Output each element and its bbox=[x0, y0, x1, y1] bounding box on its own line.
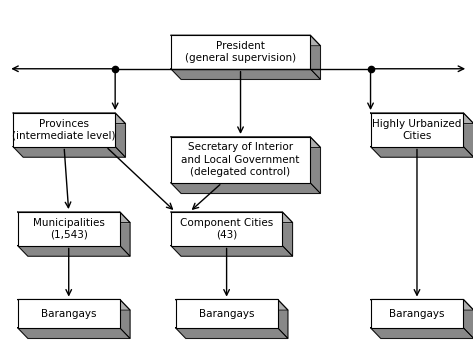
Bar bbox=[13, 113, 115, 147]
Polygon shape bbox=[171, 35, 320, 46]
Text: Barangays: Barangays bbox=[389, 308, 445, 319]
Polygon shape bbox=[171, 137, 320, 147]
Text: Secretary of Interior
and Local Government
(delegated control): Secretary of Interior and Local Governme… bbox=[182, 142, 300, 177]
Polygon shape bbox=[464, 300, 474, 338]
Polygon shape bbox=[310, 137, 320, 193]
Polygon shape bbox=[371, 328, 474, 338]
Polygon shape bbox=[13, 113, 126, 124]
Polygon shape bbox=[115, 113, 126, 157]
Bar bbox=[171, 137, 310, 183]
Polygon shape bbox=[18, 246, 130, 256]
Polygon shape bbox=[175, 328, 288, 338]
Text: President
(general supervision): President (general supervision) bbox=[185, 41, 296, 63]
Polygon shape bbox=[310, 35, 320, 80]
Polygon shape bbox=[464, 113, 474, 157]
Polygon shape bbox=[278, 300, 288, 338]
Text: Barangays: Barangays bbox=[41, 308, 97, 319]
Polygon shape bbox=[18, 300, 130, 310]
Bar bbox=[171, 212, 283, 246]
Polygon shape bbox=[175, 300, 288, 310]
Bar bbox=[18, 300, 120, 328]
Polygon shape bbox=[18, 328, 130, 338]
Text: Municipalities
(1,543): Municipalities (1,543) bbox=[33, 218, 105, 240]
Polygon shape bbox=[120, 300, 130, 338]
Bar bbox=[175, 300, 278, 328]
Bar bbox=[371, 113, 464, 147]
Polygon shape bbox=[171, 212, 292, 223]
Polygon shape bbox=[171, 183, 320, 193]
Polygon shape bbox=[13, 147, 126, 157]
Polygon shape bbox=[371, 300, 474, 310]
Polygon shape bbox=[171, 69, 320, 80]
Polygon shape bbox=[371, 147, 474, 157]
Text: Component Cities
(43): Component Cities (43) bbox=[180, 218, 273, 240]
Polygon shape bbox=[371, 113, 474, 124]
Text: Highly Urbanized
Cities: Highly Urbanized Cities bbox=[372, 119, 462, 141]
Polygon shape bbox=[120, 212, 130, 256]
Text: Provinces
(intermediate level): Provinces (intermediate level) bbox=[12, 119, 116, 141]
Text: Barangays: Barangays bbox=[199, 308, 255, 319]
Polygon shape bbox=[18, 212, 130, 223]
Polygon shape bbox=[283, 212, 292, 256]
Bar bbox=[371, 300, 464, 328]
Bar bbox=[18, 212, 120, 246]
Bar bbox=[171, 35, 310, 69]
Polygon shape bbox=[171, 246, 292, 256]
